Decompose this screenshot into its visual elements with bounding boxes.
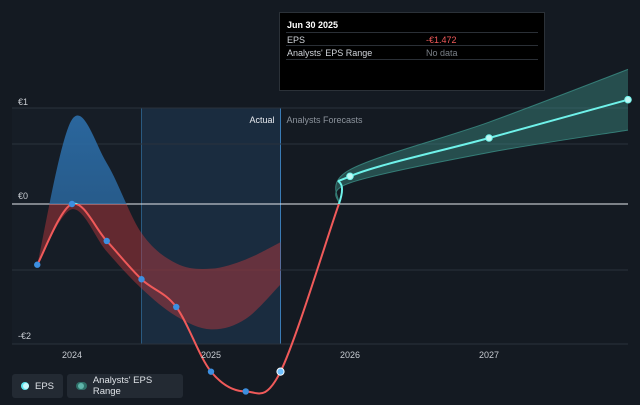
eps-point-actual[interactable] (242, 388, 249, 395)
tooltip-row-eps: EPS -€1.472 (286, 32, 538, 46)
x-tick-label: 2026 (340, 350, 360, 360)
chart-points[interactable] (34, 95, 632, 395)
tooltip-eps-value: -€1.472 (426, 35, 457, 45)
past-range-below-zero (37, 204, 281, 330)
y-tick-label: €0 (18, 191, 28, 201)
eps-point-actual[interactable] (68, 200, 76, 208)
eps-point-actual[interactable] (207, 368, 215, 375)
x-tick-label: 2027 (479, 350, 499, 360)
tooltip-eps-label: EPS (287, 35, 306, 45)
forecast-range-band (335, 69, 628, 204)
forecast-range-high-edge (335, 68, 629, 205)
tooltip-date: Jun 30 2025 (287, 20, 339, 30)
eps-point-actual[interactable] (34, 261, 41, 268)
legend-eps-toggle[interactable]: EPS (12, 374, 63, 398)
eps-point-actual[interactable] (173, 303, 180, 311)
eps-point-forecast[interactable] (624, 95, 632, 104)
eps-line-positive (70, 98, 629, 204)
past-range-above-zero (49, 115, 127, 204)
tooltip-range-value: No data (426, 48, 458, 58)
chart-tooltip: Jun 30 2025 EPS -€1.472 Analysts' EPS Ra… (279, 12, 545, 91)
legend-range-toggle[interactable]: Analysts' EPS Range (67, 374, 183, 398)
chart-ranges (37, 68, 629, 330)
x-tick-label: 2024 (62, 350, 82, 360)
highlight-band (141, 108, 281, 344)
section-label-actual: Actual (249, 115, 274, 125)
tooltip-row-range: Analysts' EPS Range No data (286, 45, 538, 60)
chart-labels: €1 €0 -€2 2024 2025 2026 2027 Actual Analysts Fo… (18, 97, 499, 360)
eps-point-forecast[interactable] (485, 134, 493, 142)
forecast-range-low-edge (335, 129, 629, 205)
legend-eps-label: EPS (34, 380, 54, 392)
tooltip-range-label: Analysts' EPS Range (287, 48, 373, 58)
legend-range-label: Analysts' EPS Range (92, 375, 153, 397)
y-tick-label: €1 (18, 97, 28, 107)
eps-point-actual[interactable] (138, 276, 145, 283)
eps-point-forecast[interactable] (346, 172, 354, 181)
y-tick-label: -€2 (18, 331, 31, 341)
x-tick-label: 2025 (201, 350, 221, 360)
eps-legend-icon (21, 382, 29, 390)
range-legend-icon (76, 382, 87, 390)
section-label-forecast: Analysts Forecasts (287, 115, 364, 125)
eps-point-actual[interactable] (276, 367, 285, 376)
eps-point-actual[interactable] (103, 237, 110, 245)
